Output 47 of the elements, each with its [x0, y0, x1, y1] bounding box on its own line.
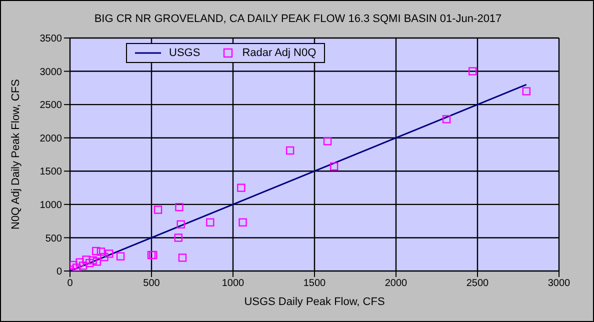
- point: [92, 258, 101, 266]
- x-axis-title: USGS Daily Peak Flow, CFS: [244, 296, 385, 308]
- y-tick-label: 1000: [40, 200, 62, 211]
- point: [176, 220, 185, 228]
- point: [92, 246, 100, 256]
- y-tick-label: 3000: [40, 66, 62, 78]
- point: [154, 206, 162, 214]
- y-tick-label: 3500: [40, 34, 62, 45]
- y-tick-label: 1500: [40, 166, 62, 178]
- point: [237, 184, 246, 192]
- point: [85, 258, 94, 268]
- point: [442, 115, 451, 124]
- point: [178, 254, 187, 262]
- point: [238, 218, 247, 227]
- point: [330, 162, 338, 171]
- point: [76, 258, 84, 266]
- x-tick-label: 2500: [466, 278, 490, 290]
- y-tick-label: 0: [56, 266, 62, 278]
- x-tick-label: 3000: [548, 278, 571, 290]
- point: [206, 218, 214, 227]
- y-axis-title: N0Q Adj Daily Peak Flow, CFS: [10, 79, 22, 230]
- point: [116, 252, 125, 260]
- x-tick-label: 1000: [222, 278, 245, 290]
- chart-title: BIG CR NR GROVELAND, CA DAILY PEAK FLOW 16.3 SQMI BASIN 01-Jun-2017: [93, 13, 503, 25]
- point: [96, 248, 106, 256]
- x-tick-label: 500: [143, 278, 160, 290]
- point: [323, 137, 332, 146]
- x-tick-label: 2000: [384, 278, 408, 290]
- point: [147, 250, 156, 260]
- point: [78, 262, 88, 270]
- y-tick-label: 2500: [40, 100, 62, 112]
- x-tick-label: 0: [67, 278, 74, 290]
- x-tick-label: 1500: [303, 278, 326, 290]
- legend-label: USGS: [169, 47, 200, 59]
- y-tick-label: 500: [45, 233, 62, 244]
- point: [175, 202, 184, 212]
- point: [88, 256, 97, 264]
- point: [468, 67, 477, 76]
- y-tick-label: 2000: [40, 133, 62, 144]
- point: [105, 250, 114, 258]
- point: [286, 146, 294, 155]
- legend-label: Radar Adj N0Q: [242, 47, 316, 59]
- point: [522, 87, 530, 96]
- point: [174, 234, 182, 242]
- point: [100, 252, 108, 262]
- point: [70, 260, 78, 270]
- point: [149, 250, 158, 260]
